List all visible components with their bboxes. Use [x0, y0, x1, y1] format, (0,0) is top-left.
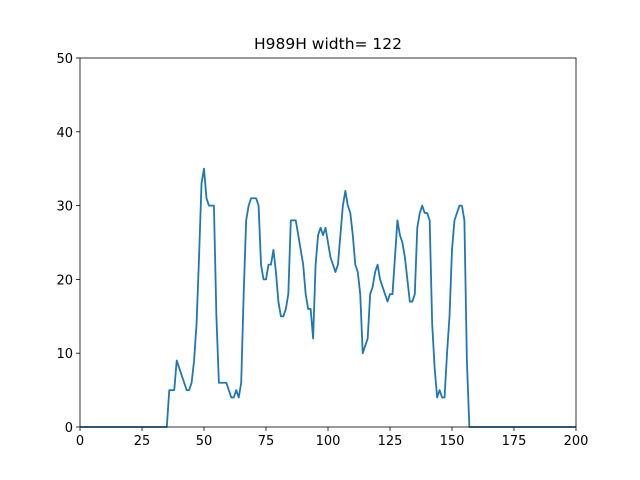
x-tick-label: 50: [196, 434, 213, 449]
x-tick-label: 100: [316, 434, 341, 449]
y-tick-label: 50: [56, 52, 73, 67]
data-line: [80, 167, 576, 428]
y-tick-label: 0: [65, 421, 73, 436]
x-tick-label: 125: [378, 434, 403, 449]
y-tick-label: 40: [56, 126, 73, 141]
x-tick-label: 200: [564, 434, 589, 449]
x-tick-label: 0: [76, 434, 84, 449]
plot-frame: [79, 57, 577, 428]
x-tick-label: 150: [440, 434, 465, 449]
x-tick-label: 175: [502, 434, 527, 449]
y-tick-label: 20: [56, 273, 73, 288]
x-tick-label: 25: [134, 434, 151, 449]
y-tick-label: 10: [56, 347, 73, 362]
x-tick-label: 75: [258, 434, 275, 449]
y-tick-label: 30: [56, 200, 73, 215]
chart-title: H989H width= 122: [254, 35, 402, 53]
